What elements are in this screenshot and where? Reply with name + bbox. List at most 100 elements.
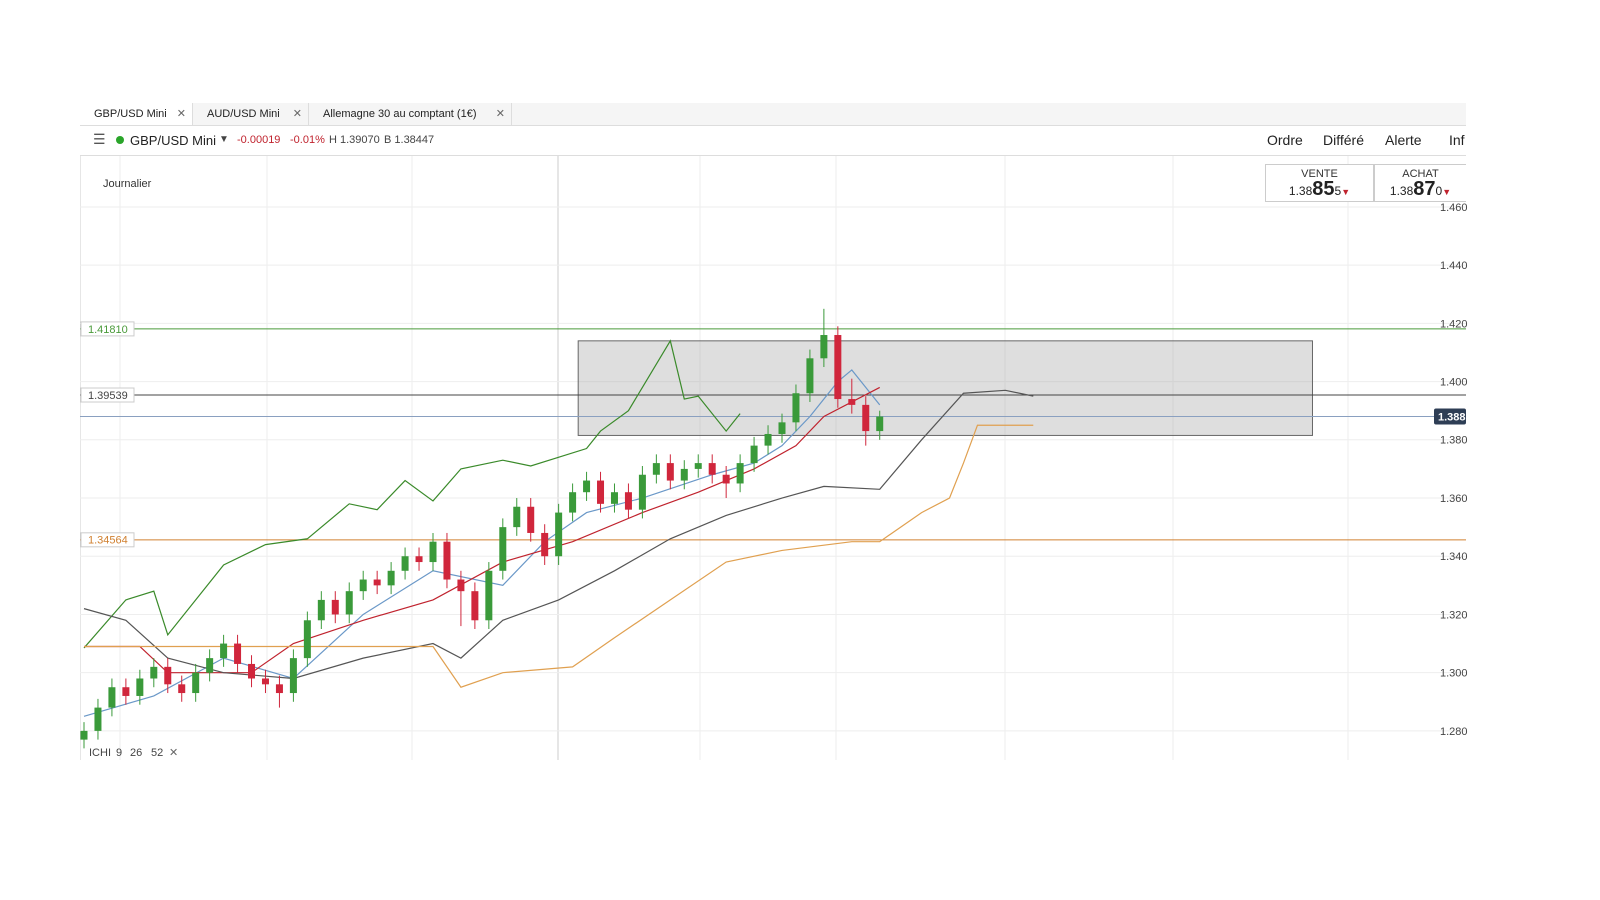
status-dot <box>116 136 124 144</box>
candle-body <box>317 599 325 621</box>
tab[interactable]: GBP/USD Mini ✕ <box>80 103 193 125</box>
indicator-name: ICHI <box>89 747 111 759</box>
current-price-tag <box>1434 408 1466 425</box>
y-tick-label: 1.460 <box>1440 202 1468 214</box>
candle-body <box>680 468 688 481</box>
tab[interactable]: AUD/USD Mini ✕ <box>193 103 309 125</box>
price-fraction: 0 <box>1435 184 1443 198</box>
candle-body <box>80 730 88 740</box>
y-tick-label: 1.300 <box>1440 668 1468 680</box>
candle-body <box>848 399 856 405</box>
candle-body <box>275 684 283 694</box>
candle-body <box>261 678 269 685</box>
candle-body <box>666 463 674 481</box>
menu-item[interactable]: Inf <box>1449 132 1465 148</box>
tab-bar <box>80 103 1466 126</box>
candle-body <box>513 506 521 528</box>
instrument-name[interactable]: GBP/USD Mini <box>130 133 216 148</box>
candle-body <box>220 643 228 659</box>
candle-body <box>583 480 591 493</box>
candle-body <box>862 404 870 432</box>
indicator-label: ICHI 9 26 52 ✕ <box>89 747 178 759</box>
price-pips: 87 <box>1413 178 1436 200</box>
buy-box[interactable]: ACHAT 1.38870▼ <box>1374 164 1466 202</box>
change-pct: -0.01% <box>290 134 325 146</box>
price-prefix: 1.38 <box>1288 184 1313 198</box>
candle-body <box>834 335 842 400</box>
change: -0.00019 <box>237 134 281 146</box>
low-price: B 1.38447 <box>384 134 435 146</box>
level-label: 1.39539 <box>88 390 128 402</box>
menu-item[interactable]: Différé <box>1323 132 1364 148</box>
tab-label: GBP/USD Mini <box>94 108 167 120</box>
candle-body <box>708 463 716 475</box>
price-prefix: 1.38 <box>1389 184 1414 198</box>
candle-body <box>778 422 786 434</box>
y-tick-label: 1.420 <box>1440 318 1468 330</box>
candle-body <box>597 480 605 504</box>
sell-box[interactable]: VENTE 1.38855▼ <box>1265 164 1374 202</box>
candle-body <box>569 492 577 513</box>
candle-body <box>820 335 828 359</box>
candle-body <box>457 579 465 592</box>
candle-body <box>555 512 563 557</box>
candle-body <box>331 599 339 615</box>
candle-body <box>387 570 395 586</box>
candle-body <box>806 358 814 394</box>
level-tag <box>80 321 135 337</box>
y-tick-label: 1.280 <box>1440 726 1468 738</box>
candle-body <box>415 556 423 563</box>
candle-body <box>136 678 144 696</box>
y-tick-label: 1.340 <box>1440 551 1468 563</box>
candle-body <box>694 463 702 469</box>
candle-body <box>94 707 102 731</box>
candle-body <box>485 570 493 621</box>
candle-body <box>248 663 256 679</box>
level-tag <box>80 387 135 403</box>
candle-body <box>638 474 646 510</box>
level-label: 1.41810 <box>88 324 128 336</box>
indicator-close[interactable]: ✕ <box>169 747 178 759</box>
candle-body <box>108 687 116 708</box>
candle-body <box>345 591 353 615</box>
v-grid <box>119 156 1349 760</box>
candle-body <box>178 684 186 694</box>
current-price-label: 1.388 <box>1438 411 1466 423</box>
tab[interactable]: Allemagne 30 au comptant (1€) ✕ <box>309 103 512 125</box>
y-tick-label: 1.360 <box>1440 493 1468 505</box>
candle-body <box>443 541 451 580</box>
zone <box>577 340 1313 436</box>
candle-body <box>722 474 730 484</box>
high-price: H 1.39070 <box>329 134 380 146</box>
tab-label: AUD/USD Mini <box>207 108 280 120</box>
menu-item[interactable]: Ordre <box>1267 132 1303 148</box>
candle-body <box>303 620 311 659</box>
indicator-param: 26 <box>130 747 142 759</box>
candle-body <box>289 658 297 694</box>
menu-icon[interactable]: ☰ <box>93 131 106 147</box>
toolbar <box>80 125 1466 156</box>
candle-body <box>206 658 214 673</box>
candle-body <box>736 463 744 484</box>
y-tick-label: 1.400 <box>1440 376 1468 388</box>
price-pips: 85 <box>1312 178 1335 200</box>
candle-body <box>373 579 381 586</box>
candle-body <box>750 445 758 464</box>
candle-body <box>876 416 884 432</box>
tab-label: Allemagne 30 au comptant (1€) <box>323 108 477 120</box>
dropdown[interactable]: ▼ <box>219 134 229 145</box>
candle-body <box>610 492 618 504</box>
candle-body <box>164 666 172 685</box>
candle-body <box>764 433 772 446</box>
level-label: 1.34564 <box>88 535 128 547</box>
sell-label: VENTE <box>1301 168 1338 180</box>
candle-body <box>499 527 507 571</box>
candle-body <box>234 643 242 664</box>
candle-body <box>429 541 437 563</box>
menu-item[interactable]: Alerte <box>1385 132 1422 148</box>
indicator-line <box>84 424 1034 688</box>
indicator-line <box>83 369 881 717</box>
candle-body <box>122 687 130 696</box>
